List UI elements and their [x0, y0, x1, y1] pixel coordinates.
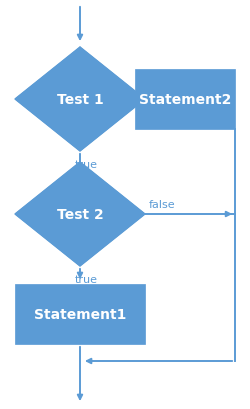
Text: false: false	[149, 85, 176, 95]
Text: Statement1: Statement1	[34, 307, 126, 321]
Polygon shape	[15, 48, 145, 152]
FancyBboxPatch shape	[135, 70, 235, 130]
Text: false: false	[149, 200, 176, 209]
Text: true: true	[75, 274, 98, 284]
Text: Test 2: Test 2	[57, 207, 104, 221]
Text: Test 1: Test 1	[57, 93, 104, 107]
Text: true: true	[75, 160, 98, 170]
Polygon shape	[15, 163, 145, 266]
Text: Statement2: Statement2	[139, 93, 231, 107]
FancyBboxPatch shape	[15, 284, 145, 344]
